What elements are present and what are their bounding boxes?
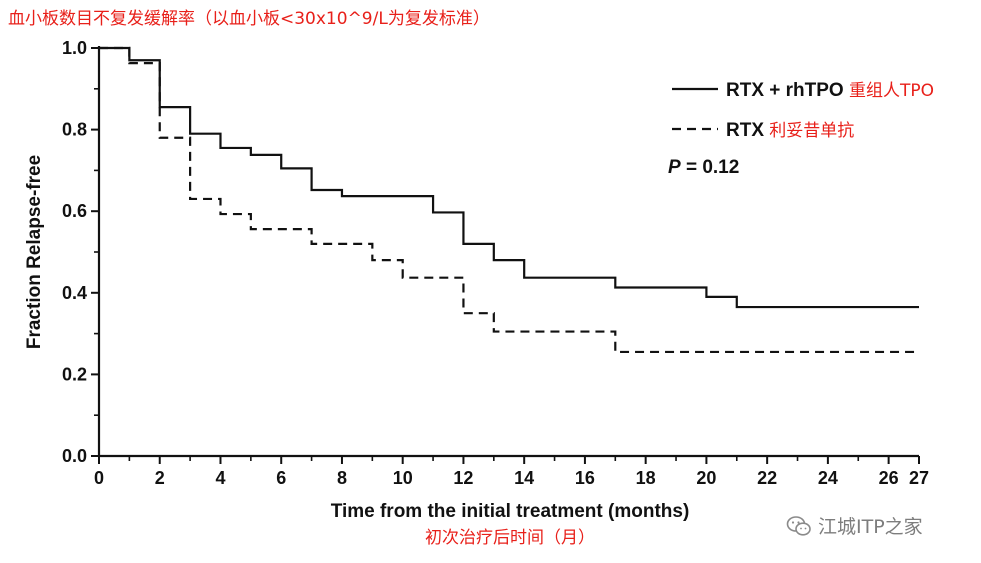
legend-label-cn-0: 重组人TPO [849, 81, 934, 101]
p-value-annotation: P = 0.12 [668, 157, 739, 178]
legend-label-0: RTX + rhTPO 重组人TPO [726, 80, 934, 101]
x-tick-label: 10 [393, 468, 413, 488]
watermark-text: 江城ITP之家 [818, 516, 923, 538]
x-axis-label-chinese: 初次治疗后时间（月） [425, 528, 595, 548]
y-axis-label: Fraction Relapse-free [24, 155, 45, 349]
series-line-rtx-rhtpo [99, 46, 919, 309]
x-tick-label: 12 [453, 468, 473, 488]
x-tick-label: 27 [909, 468, 929, 488]
x-tick-label: 20 [696, 468, 716, 488]
axes [97, 46, 919, 458]
survival-curves [99, 46, 919, 354]
y-tick-label: 0.2 [62, 364, 87, 384]
x-tick-label: 22 [757, 468, 777, 488]
ticks: 0.00.20.40.60.81.00 2 4 6 8 10 12 14 16 18 20 22 24 2… [62, 38, 929, 488]
x-tick-label: 8 [337, 468, 347, 488]
legend: RTX + rhTPO 重组人TPO RTX 利妥昔单抗 [672, 80, 934, 141]
x-tick-label: 16 [575, 468, 595, 488]
watermark: 江城ITP之家 [786, 512, 923, 539]
x-tick-label: 0 [94, 468, 104, 488]
y-tick-label: 1.0 [62, 38, 87, 58]
x-tick-label: 14 [514, 468, 534, 488]
y-tick-label: 0.8 [62, 120, 87, 140]
y-tick-label: 0.6 [62, 201, 87, 221]
series-line-rtx [99, 46, 919, 354]
chart-title: 血小板数目不复发缓解率（以血小板<30x10^9/L为复发标准） [8, 9, 490, 29]
y-tick-label: 0.4 [62, 283, 87, 303]
x-tick-label: 26 [879, 468, 899, 488]
x-tick-label: 18 [636, 468, 656, 488]
p-value-number: = 0.12 [681, 157, 740, 178]
p-value-letter: P [668, 157, 681, 178]
x-axis-label: Time from the initial treatment (months) [331, 501, 690, 522]
x-tick-label: 4 [215, 468, 225, 488]
wechat-logo-icon [786, 515, 811, 536]
legend-label-cn-1: 利妥昔单抗 [769, 121, 854, 141]
legend-label-1: RTX 利妥昔单抗 [726, 120, 854, 141]
x-tick-label: 6 [276, 468, 286, 488]
x-tick-label: 2 [155, 468, 165, 488]
x-tick-label: 24 [818, 468, 838, 488]
y-tick-label: 0.0 [62, 446, 87, 466]
